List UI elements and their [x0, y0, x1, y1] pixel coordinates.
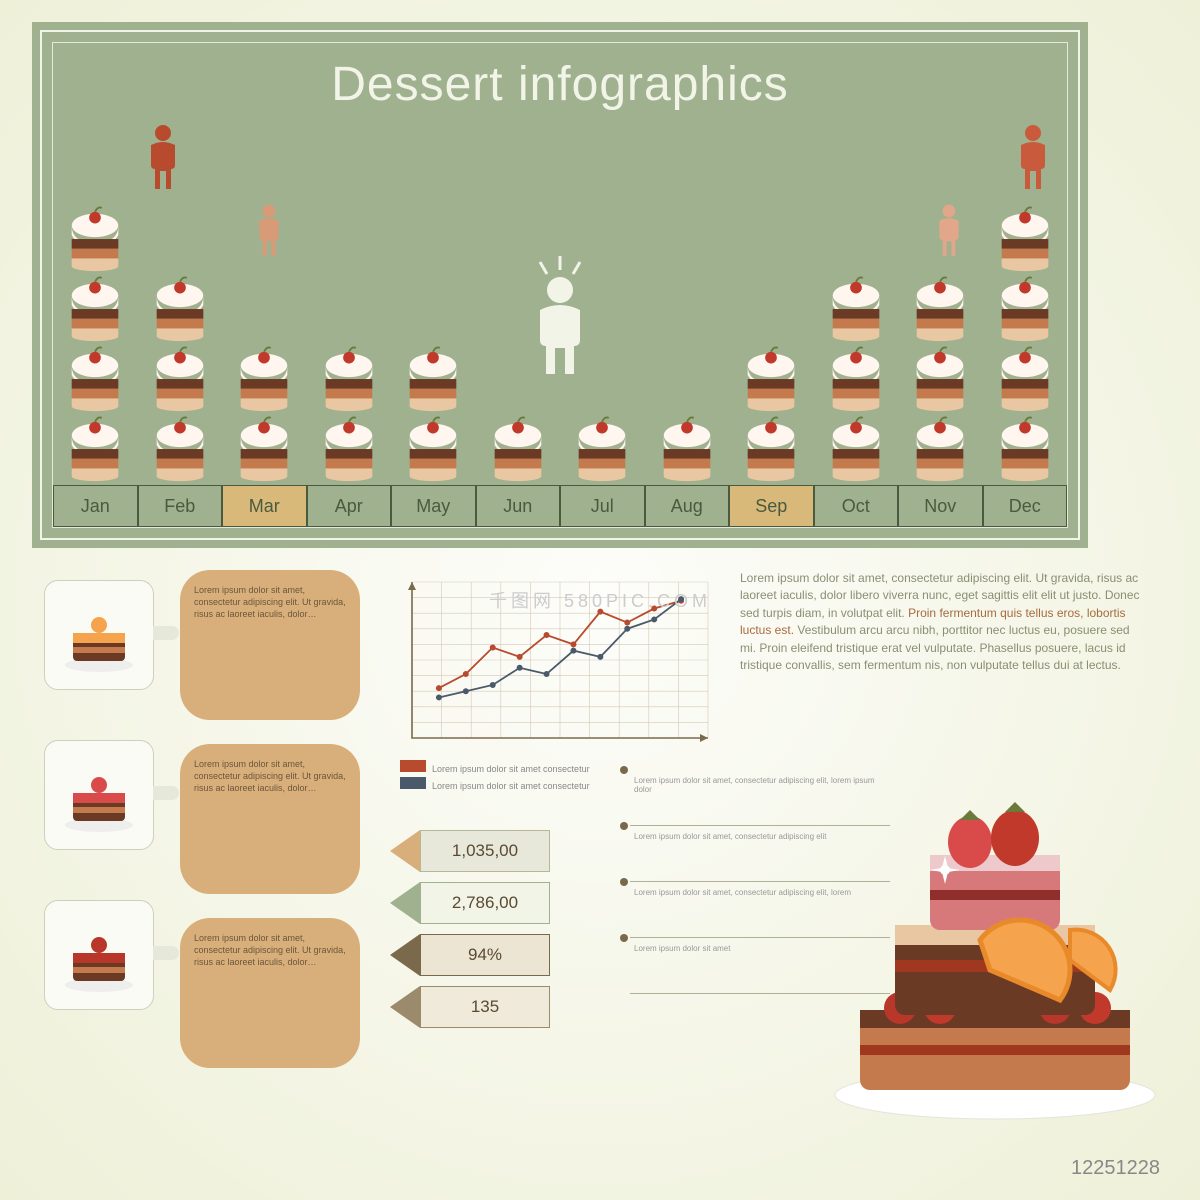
blurb-card: Lorem ipsum dolor sit amet, consectetur … — [180, 918, 360, 1068]
blurb-column: Lorem ipsum dolor sit amet, consectetur … — [180, 570, 360, 1092]
cake-column — [476, 205, 561, 485]
month-cell: May — [391, 485, 476, 527]
month-cell: Apr — [307, 485, 392, 527]
cake-icon — [906, 416, 974, 484]
cake-icon — [484, 416, 552, 484]
cake-column — [138, 205, 223, 485]
cake-icon — [906, 346, 974, 414]
cake-column — [814, 205, 899, 485]
cake-icon — [61, 276, 129, 344]
month-chart: JanFebMarAprMayJunJulAugSepOctNovDec — [53, 485, 1067, 527]
cake-icon — [61, 346, 129, 414]
panel-title: Dessert infographics — [53, 57, 1067, 112]
watermark-id: 12251228 — [1071, 1157, 1160, 1180]
legend-row: Lorem ipsum dolor sit amet consectetur — [400, 777, 590, 794]
cake-icon — [146, 416, 214, 484]
cake-column — [560, 205, 645, 485]
month-cell: Jul — [560, 485, 645, 527]
cake-icon — [315, 416, 383, 484]
cake-thumb — [44, 900, 154, 1010]
cake-column — [53, 205, 138, 485]
blurb-card: Lorem ipsum dolor sit amet, consectetur … — [180, 744, 360, 894]
top-panel: Dessert infographics — [40, 30, 1080, 540]
stat-arrow: 1,035,00 — [390, 830, 610, 872]
stat-arrow: 94% — [390, 934, 610, 976]
cake-icon — [906, 276, 974, 344]
cake-icon — [399, 416, 467, 484]
cake-icon — [991, 346, 1059, 414]
person-icon — [1013, 123, 1053, 193]
cake-icon — [568, 416, 636, 484]
month-cell: Oct — [814, 485, 899, 527]
month-cell: Jun — [476, 485, 561, 527]
cake-icon — [822, 346, 890, 414]
cake-icon — [61, 416, 129, 484]
cake-thumb — [44, 580, 154, 690]
cake-icon — [653, 416, 721, 484]
legend-row: Lorem ipsum dolor sit amet consectetur — [400, 760, 590, 777]
para-text2: Vestibulum arcu arcu nibh, porttitor nec… — [740, 623, 1130, 672]
cake-icon — [146, 346, 214, 414]
month-cell: Sep — [729, 485, 814, 527]
big-cake-icon — [830, 760, 1160, 1120]
cake-icon — [822, 416, 890, 484]
arrow-stats: 1,035,00 2,786,00 94% 135 — [390, 820, 610, 1038]
cake-icon — [991, 276, 1059, 344]
month-cell: Aug — [645, 485, 730, 527]
cake-icon — [146, 276, 214, 344]
chart-legend: Lorem ipsum dolor sit amet consecteturLo… — [400, 760, 590, 794]
watermark-center: 千图网 580PIC.COM — [489, 587, 711, 613]
cake-column — [391, 205, 476, 485]
blurb-card: Lorem ipsum dolor sit amet, consectetur … — [180, 570, 360, 720]
stat-arrow: 135 — [390, 986, 610, 1028]
cake-thumb — [44, 740, 154, 850]
cake-icon — [315, 346, 383, 414]
cake-column — [645, 205, 730, 485]
thumb-column — [44, 580, 154, 1060]
cake-icon — [230, 346, 298, 414]
cake-column — [729, 205, 814, 485]
cake-icon — [230, 416, 298, 484]
month-cell: Dec — [983, 485, 1068, 527]
month-cell: Mar — [222, 485, 307, 527]
month-cell: Feb — [138, 485, 223, 527]
cake-icon — [991, 206, 1059, 274]
cake-icon — [991, 416, 1059, 484]
cake-icon — [737, 346, 805, 414]
paragraph: Lorem ipsum dolor sit amet, consectetur … — [740, 570, 1140, 674]
cake-icon — [61, 206, 129, 274]
cake-column — [898, 205, 983, 485]
cake-icon — [399, 346, 467, 414]
cake-column — [222, 205, 307, 485]
panel-border: Dessert infographics — [52, 42, 1068, 528]
cake-icon — [737, 416, 805, 484]
cake-column — [307, 205, 392, 485]
cake-column — [983, 205, 1068, 485]
person-icon — [143, 123, 183, 193]
month-cell: Jan — [53, 485, 138, 527]
cake-icon — [822, 276, 890, 344]
month-cell: Nov — [898, 485, 983, 527]
stat-arrow: 2,786,00 — [390, 882, 610, 924]
